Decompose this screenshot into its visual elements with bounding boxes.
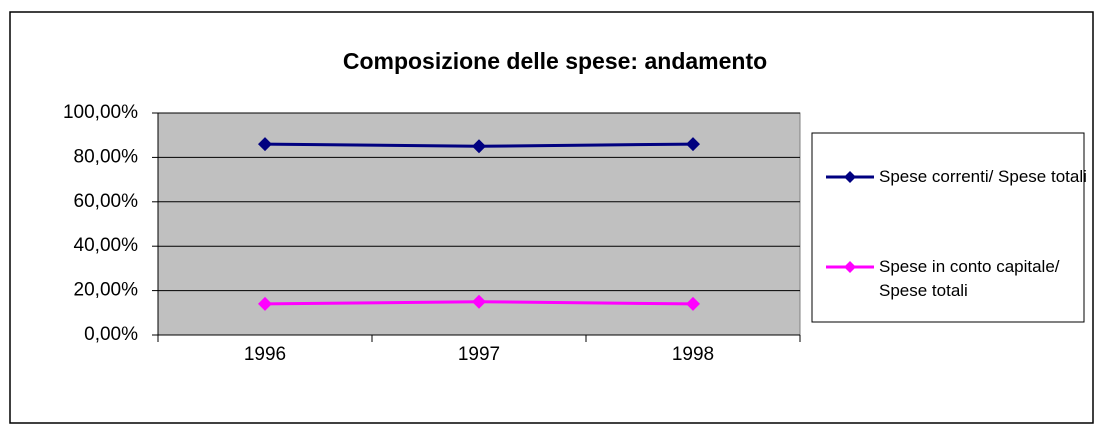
data-point	[686, 296, 700, 311]
data-point	[686, 137, 700, 152]
legend-marker	[844, 171, 856, 183]
legend-label: Spese in conto capitale/ Spese totali	[879, 257, 1060, 300]
data-point	[472, 139, 486, 154]
chart-title: Composizione delle spese: andamento	[343, 48, 767, 74]
y-tick-label: 20,00%	[74, 280, 139, 301]
legend-marker	[844, 261, 856, 273]
y-tick-label: 80,00%	[74, 146, 139, 167]
legend-label: Spese correnti/ Spese totali	[879, 167, 1087, 186]
y-tick-label: 60,00%	[74, 191, 139, 212]
x-tick-label: 1998	[672, 344, 714, 365]
y-tick-label: 0,00%	[84, 324, 138, 345]
data-point	[258, 137, 272, 152]
y-tick-label: 40,00%	[74, 235, 139, 256]
data-point	[258, 296, 272, 311]
legend-box	[811, 132, 1085, 323]
x-tick-label: 1997	[458, 344, 500, 365]
y-tick-label: 100,00%	[63, 102, 138, 123]
x-tick-label: 1996	[244, 344, 286, 365]
data-point	[472, 294, 486, 309]
